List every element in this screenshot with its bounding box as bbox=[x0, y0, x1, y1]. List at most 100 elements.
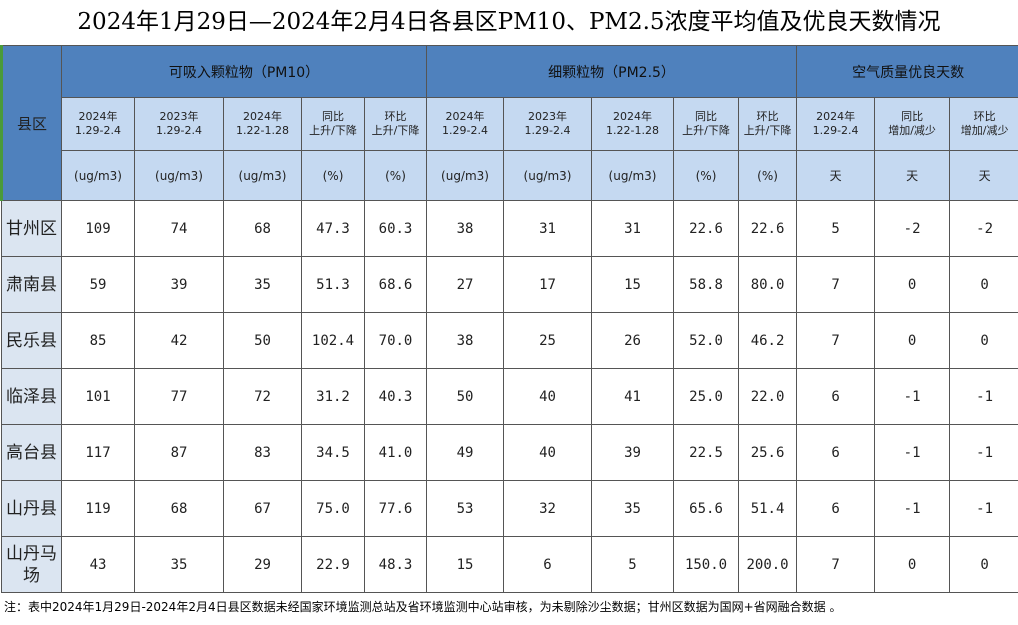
data-row: 高台县 117 87 83 34.5 41.0 49 40 39 22.5 25.6 6 -1 -1 bbox=[1, 424, 1018, 481]
cell: 52.0 bbox=[673, 312, 740, 369]
cell: 102.4 bbox=[301, 312, 365, 369]
county-name: 山丹马场 bbox=[1, 536, 62, 593]
cell: 25 bbox=[503, 312, 593, 369]
cell: 31.2 bbox=[301, 368, 365, 425]
cell: 32 bbox=[503, 480, 593, 537]
cell: 34.5 bbox=[301, 424, 365, 481]
subheader-line: 增加/减少 bbox=[888, 124, 936, 137]
cell: 87 bbox=[134, 424, 224, 481]
cell: 39 bbox=[591, 424, 675, 481]
cell: 80.0 bbox=[738, 256, 798, 313]
group-header: 可吸入颗粒物（PM10） bbox=[60, 45, 428, 98]
subheader: 2024年 1.29-2.4 bbox=[61, 97, 135, 151]
cell: -1 bbox=[949, 424, 1018, 481]
subheader: 同比 增加/减少 bbox=[874, 97, 951, 151]
cell: 67 bbox=[223, 480, 302, 537]
cell: 35 bbox=[134, 536, 224, 593]
cell: 117 bbox=[61, 424, 135, 481]
footnote: 注：表中2024年1月29日-2024年2月4日县区数据未经国家环境监测总站及省… bbox=[4, 600, 842, 614]
cell: 17 bbox=[503, 256, 593, 313]
cell: 101 bbox=[61, 368, 135, 425]
cell: 60.3 bbox=[363, 200, 428, 257]
group-header: 空气质量优良天数 bbox=[796, 45, 1018, 98]
cell: 25.6 bbox=[738, 424, 798, 481]
data-row: 山丹县 119 68 67 75.0 77.6 53 32 35 65.6 51.4 6 -1 -1 bbox=[1, 480, 1018, 537]
cell: 35 bbox=[591, 480, 675, 537]
cell: 6 bbox=[796, 480, 876, 537]
header-row: 县区 可吸入颗粒物（PM10） 细颗粒物（PM2.5） 空气质量优良天数 bbox=[0, 45, 1018, 201]
cell: 48.3 bbox=[363, 536, 428, 593]
cell: 46.2 bbox=[738, 312, 798, 369]
subheader: 2024年 1.29-2.4 bbox=[796, 97, 876, 151]
subheader-line: 1.29-2.4 bbox=[156, 124, 202, 137]
subheader: 2024年 1.29-2.4 bbox=[426, 97, 505, 151]
cell: 41 bbox=[591, 368, 675, 425]
subheader: 2023年 1.29-2.4 bbox=[503, 97, 593, 151]
cell: 40.3 bbox=[363, 368, 428, 425]
cell: -2 bbox=[949, 200, 1018, 257]
cell: 0 bbox=[874, 536, 951, 593]
cell: 39 bbox=[134, 256, 224, 313]
subheader-line: 环比 bbox=[756, 110, 779, 123]
cell: 15 bbox=[591, 256, 675, 313]
county-name: 临泽县 bbox=[1, 368, 62, 425]
cell: 51.4 bbox=[738, 480, 798, 537]
cell: 75.0 bbox=[301, 480, 365, 537]
corner-header: 县区 bbox=[0, 45, 62, 201]
subheader-line: 1.29-2.4 bbox=[75, 124, 121, 137]
subheader-line: 增加/减少 bbox=[960, 124, 1009, 137]
subheader-line: 1.29-2.4 bbox=[524, 124, 571, 137]
cell: 50 bbox=[223, 312, 302, 369]
cell: 29 bbox=[223, 536, 302, 593]
cell: 5 bbox=[796, 200, 876, 257]
subheader-line: 2023年 bbox=[528, 110, 568, 123]
cell: 68 bbox=[223, 200, 302, 257]
subheader: 2023年 1.29-2.4 bbox=[134, 97, 224, 151]
subheader-line: 2024年 bbox=[816, 110, 856, 123]
subheader-line: 同比 bbox=[322, 110, 344, 123]
group-header: 细颗粒物（PM2.5） bbox=[426, 45, 798, 98]
cell: 38 bbox=[426, 312, 505, 369]
unit: 天 bbox=[796, 150, 876, 201]
cell: 26 bbox=[591, 312, 675, 369]
cell: 83 bbox=[223, 424, 302, 481]
unit: (%) bbox=[673, 150, 740, 201]
unit: (ug/m3) bbox=[134, 150, 224, 201]
cell: 42 bbox=[134, 312, 224, 369]
subheader: 2024年 1.22-1.28 bbox=[223, 97, 302, 151]
subheader-line: 2024年 bbox=[613, 110, 653, 123]
cell: 119 bbox=[61, 480, 135, 537]
cell: 15 bbox=[426, 536, 505, 593]
cell: -1 bbox=[874, 424, 951, 481]
cell: -1 bbox=[949, 480, 1018, 537]
cell: 77.6 bbox=[363, 480, 428, 537]
cell: -2 bbox=[874, 200, 951, 257]
data-row: 山丹马场 43 35 29 22.9 48.3 15 6 5 150.0 200.0 7 0 0 bbox=[1, 536, 1018, 593]
subheader-line: 1.29-2.4 bbox=[812, 124, 859, 137]
cell: 40 bbox=[503, 368, 593, 425]
cell: 22.6 bbox=[738, 200, 798, 257]
subheader-line: 2024年 bbox=[243, 110, 282, 123]
subheader-row: 2024年 1.29-2.4 2023年 1.29-2.4 2024年 1.22-1.28… bbox=[2, 97, 1018, 151]
cell: 7 bbox=[796, 536, 876, 593]
cell: -1 bbox=[874, 368, 951, 425]
cell: 25.0 bbox=[673, 368, 740, 425]
subheader-line: 2023年 bbox=[159, 110, 199, 123]
cell: -1 bbox=[949, 368, 1018, 425]
subheader-line: 上升/下降 bbox=[682, 124, 730, 137]
cell: 5 bbox=[591, 536, 675, 593]
county-name: 民乐县 bbox=[1, 312, 62, 369]
subheader-line: 2024年 bbox=[445, 110, 485, 123]
cell: 0 bbox=[949, 536, 1018, 593]
cell: 0 bbox=[949, 312, 1018, 369]
subheader: 同比 上升/下降 bbox=[673, 97, 740, 151]
subheader-line: 环比 bbox=[973, 110, 996, 123]
county-name: 甘州区 bbox=[1, 200, 62, 257]
unit: (ug/m3) bbox=[503, 150, 593, 201]
unit: (ug/m3) bbox=[61, 150, 135, 201]
subheader: 环比 上升/下降 bbox=[363, 97, 428, 151]
cell: 72 bbox=[223, 368, 302, 425]
cell: 68 bbox=[134, 480, 224, 537]
subheader-line: 1.22-1.28 bbox=[236, 124, 289, 137]
